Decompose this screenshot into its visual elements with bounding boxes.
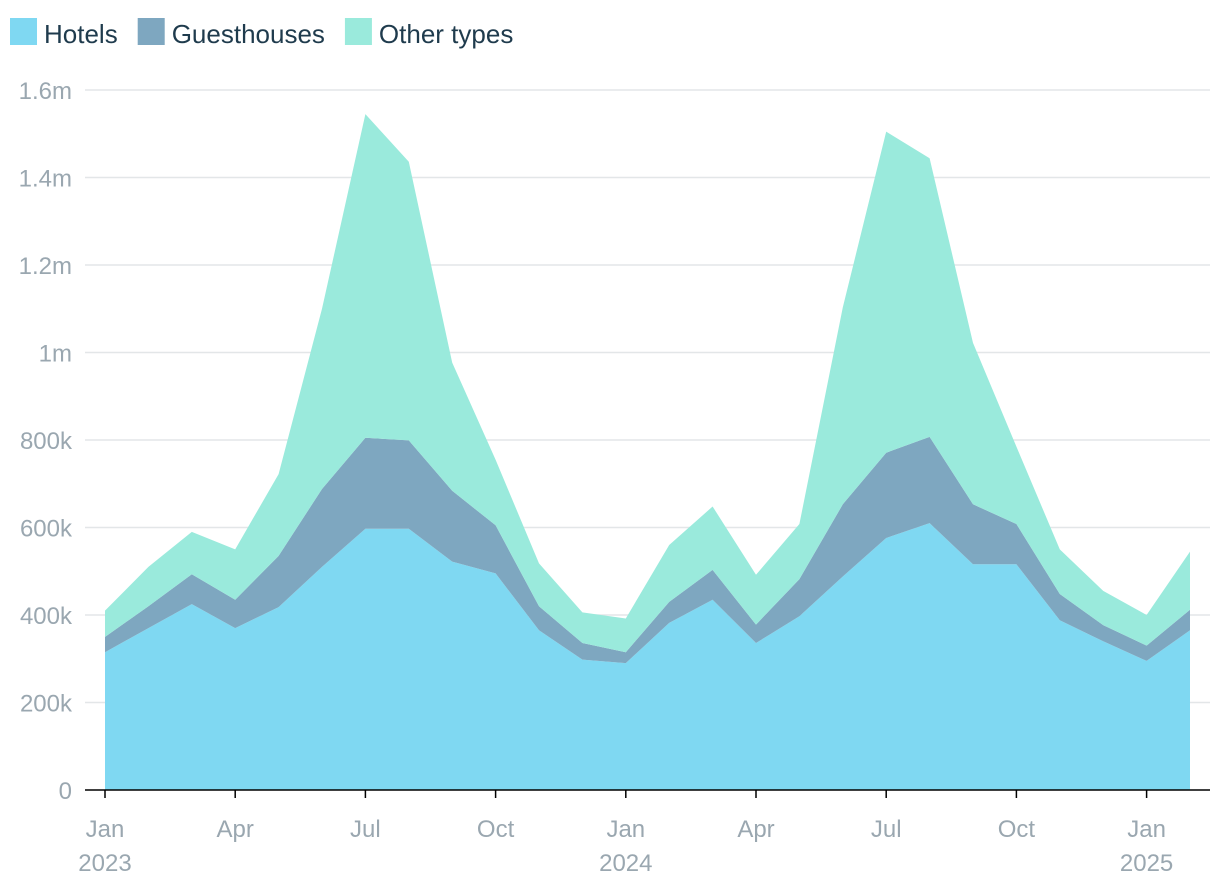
legend-swatch <box>10 18 37 45</box>
x-tick-label: Apr <box>217 816 254 843</box>
legend: Hotels Guesthouses Other types <box>10 18 513 49</box>
x-tick-label: Apr <box>737 816 774 843</box>
x-axis <box>85 789 1210 798</box>
x-tick-label: Jan <box>606 816 645 843</box>
x-tick-label: Jul <box>871 816 902 843</box>
legend-label: Hotels <box>44 19 118 49</box>
legend-item-other-types[interactable]: Other types <box>344 18 513 49</box>
y-tick-label: 0 <box>59 778 72 805</box>
x-tick-year-label: 2024 <box>599 850 652 877</box>
legend-swatch <box>137 18 165 45</box>
x-tick-label: Jan <box>1127 816 1166 843</box>
y-tick-label: 1.6m <box>19 78 72 105</box>
y-tick-label: 1m <box>39 341 72 368</box>
legend-swatch <box>344 18 372 45</box>
area-series-other-types <box>105 114 1190 653</box>
x-tick-label: Jan <box>86 816 125 843</box>
legend-item-hotels[interactable]: Hotels <box>10 18 118 49</box>
area-series-hotels <box>105 523 1190 790</box>
legend-label: Guesthouses <box>172 19 325 49</box>
y-tick-label: 400k <box>20 603 73 630</box>
x-axis-tick-labels: Jan 2023 Apr Jul Oct Jan 2024 Apr Jul Oct Jan 2025 <box>78 816 1173 877</box>
series-areas <box>105 114 1190 790</box>
legend-label: Other types <box>379 19 513 49</box>
y-tick-label: 800k <box>20 428 73 455</box>
area-series-guesthouses <box>105 436 1190 664</box>
y-axis-tick-labels: 0 200k 400k 600k 800k 1m 1.2m 1.4m 1.6m <box>19 78 73 805</box>
x-tick-label: Oct <box>998 816 1036 843</box>
legend-item-guesthouses[interactable]: Guesthouses <box>137 18 325 49</box>
y-tick-label: 1.2m <box>19 253 72 280</box>
y-tick-label: 200k <box>20 691 73 718</box>
y-tick-label: 1.4m <box>19 166 72 193</box>
x-tick-year-label: 2025 <box>1120 850 1173 877</box>
x-tick-label: Jul <box>350 816 381 843</box>
x-tick-year-label: 2023 <box>78 850 131 877</box>
y-tick-label: 600k <box>20 516 73 543</box>
x-tick-label: Oct <box>477 816 515 843</box>
